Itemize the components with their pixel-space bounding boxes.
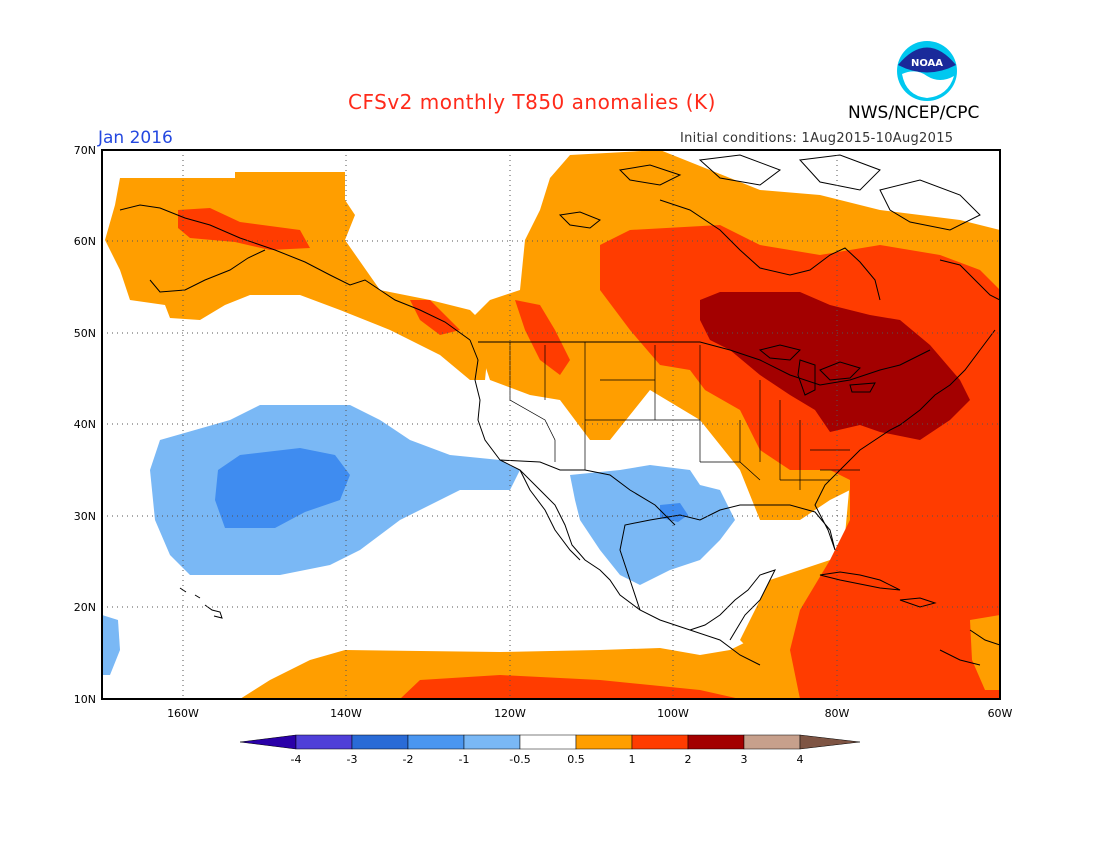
anomaly-region-lightblue-mexico (570, 465, 735, 585)
greatlakes (758, 344, 876, 396)
colorbar-tick-m05: -0.5 (509, 753, 530, 766)
lat-label-50n: 50N (74, 327, 96, 340)
colorbar-tick-m1: -1 (459, 753, 470, 766)
colorbar-tick-p05: 0.5 (567, 753, 585, 766)
lat-label-10n: 10N (74, 693, 96, 706)
lon-label-80w: 80W (825, 707, 850, 720)
map-title: CFSv2 monthly T850 anomalies (K) (348, 90, 716, 114)
lat-label-70n: 70N (74, 144, 96, 157)
colorbar-tick-m3: -3 (347, 753, 358, 766)
agency-label: NWS/NCEP/CPC (848, 103, 980, 123)
colorbar-segment-p05-p1 (575, 734, 633, 750)
colorbar-segment-p3-p4 (743, 734, 801, 750)
colorbar-segment-p1-p2 (631, 734, 689, 750)
colorbar-tick-m2: -2 (403, 753, 414, 766)
lat-label-20n: 20N (74, 601, 96, 614)
anomaly-region-red-rockies (515, 300, 570, 375)
colorbar-segment-below-min (239, 734, 297, 750)
lon-label-120w: 120W (494, 707, 526, 720)
hispaniola (899, 597, 937, 608)
coastline-canada-east (899, 259, 1000, 426)
colorbar-segment-m3-m2 (351, 734, 409, 750)
colorbar-tick-p2: 2 (685, 753, 692, 766)
anomaly-region-red-alaska (178, 208, 310, 250)
colorbar-tick-m4: -4 (291, 753, 302, 766)
us-canada-border (478, 341, 931, 386)
coastline-gulf (619, 424, 901, 611)
lon-label-60w: 60W (988, 707, 1013, 720)
lat-label-60n: 60N (74, 235, 96, 248)
colorbar-tick-p1: 1 (629, 753, 636, 766)
lat-label-30n: 30N (74, 510, 96, 523)
anomaly-region-red-caribbean (840, 595, 1000, 699)
anomaly-region-lightblue-westedge (102, 615, 120, 675)
initial-conditions-label: Initial conditions: 1Aug2015-10Aug2015 (680, 131, 954, 146)
noaa-logo: NOAA (897, 41, 957, 101)
anomaly-region-darkred-greatlakes (700, 292, 970, 440)
cuba (819, 571, 901, 591)
anomaly-region-blue-pacific (215, 448, 350, 528)
colorbar-segment-m1-m05 (463, 734, 521, 750)
valid-month-label: Jan 2016 (98, 128, 173, 148)
colorbar-tick-p4: 4 (797, 753, 804, 766)
lon-label-140w: 140W (330, 707, 362, 720)
colorbar-segment-m4-m3 (295, 734, 353, 750)
colorbar-segment-m2-m1 (407, 734, 465, 750)
us-mexico-border (499, 459, 676, 526)
coastline-hudson (659, 199, 881, 301)
colorbar-tick-p3: 3 (741, 753, 748, 766)
noaa-logo-text: NOAA (911, 58, 943, 69)
lon-label-160w: 160W (167, 707, 199, 720)
coastline-westcoast (469, 339, 761, 666)
us-state-borders (509, 342, 860, 490)
coastline-baja (519, 469, 581, 561)
colorbar-segment-m05-p05 (519, 734, 577, 750)
southamerica-coast (939, 629, 1000, 666)
lon-label-100w: 100W (657, 707, 689, 720)
coastline-alaska (119, 204, 471, 341)
arctic-islands (558, 154, 981, 231)
anomaly-region-orange-tropics (240, 600, 800, 699)
anomaly-region-orange-east-edge (970, 615, 1000, 690)
lat-label-40n: 40N (74, 418, 96, 431)
colorbar-segment-p2-p3 (687, 734, 745, 750)
anomaly-region-red-tropics (400, 675, 740, 699)
colorbar-segment-above-max (799, 734, 861, 750)
map-frame (101, 149, 1001, 700)
